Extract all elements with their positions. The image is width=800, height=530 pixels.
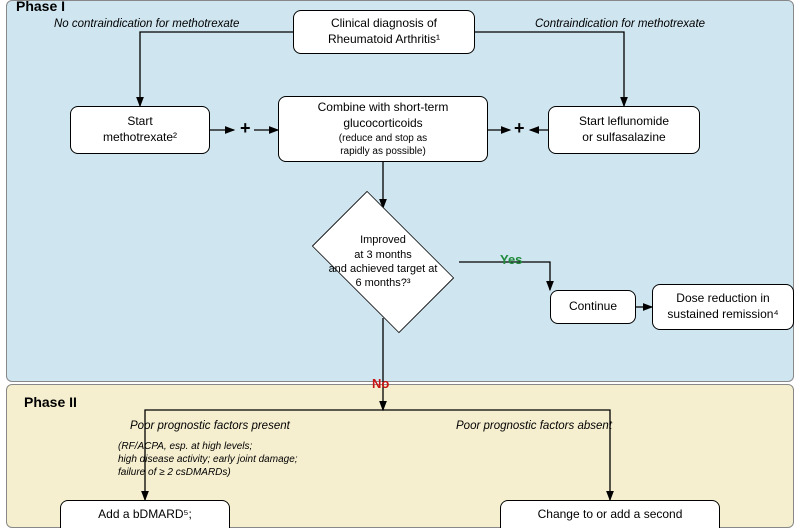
node-continue-text: Continue: [569, 299, 617, 315]
node-change-second: Change to or add a second: [500, 500, 720, 528]
node-start-lef: Start leflunomide or sulfasalazine: [548, 106, 700, 154]
phase-2-label: Phase II: [24, 394, 77, 410]
node-change-second-text: Change to or add a second: [538, 507, 683, 523]
node-start-mtx-text: Start methotrexate²: [103, 114, 177, 145]
plus-1: +: [240, 118, 251, 139]
node-continue: Continue: [550, 290, 636, 324]
node-dose-reduction: Dose reduction in sustained remission⁴: [652, 284, 794, 330]
plus-2: +: [514, 118, 525, 139]
node-diagnosis-text: Clinical diagnosis of Rheumatoid Arthrit…: [328, 16, 440, 47]
edge-label-no-contra: No contraindication for methotrexate: [54, 18, 239, 30]
node-add-bdmard-text: Add a bDMARD⁵;: [98, 507, 192, 523]
decision-improved-text: Improved at 3 months and achieved target…: [313, 212, 453, 312]
node-start-lef-text: Start leflunomide or sulfasalazine: [579, 114, 669, 145]
edge-label-ppf-absent: Poor prognostic factors absent: [456, 420, 612, 432]
edge-label-ppf-present: Poor prognostic factors present: [130, 420, 290, 432]
edge-label-ppf-detail: (RF/ACPA, esp. at high levels; high dise…: [118, 440, 298, 479]
node-start-mtx: Start methotrexate²: [70, 106, 210, 154]
decision-improved: Improved at 3 months and achieved target…: [313, 212, 453, 312]
edge-label-contra: Contraindication for methotrexate: [535, 18, 705, 30]
node-diagnosis: Clinical diagnosis of Rheumatoid Arthrit…: [293, 10, 475, 54]
node-add-bdmard: Add a bDMARD⁵;: [60, 500, 230, 528]
decision-no-label: No: [372, 376, 389, 391]
node-combine-gc-sub: (reduce and stop as rapidly as possible): [339, 132, 427, 158]
node-dose-reduction-text: Dose reduction in sustained remission⁴: [667, 291, 778, 322]
node-combine-gc: Combine with short-term glucocorticoids …: [278, 96, 488, 162]
decision-yes-label: Yes: [500, 252, 522, 267]
node-combine-gc-text: Combine with short-term glucocorticoids: [318, 100, 449, 131]
phase-1-label: Phase I: [16, 0, 65, 14]
